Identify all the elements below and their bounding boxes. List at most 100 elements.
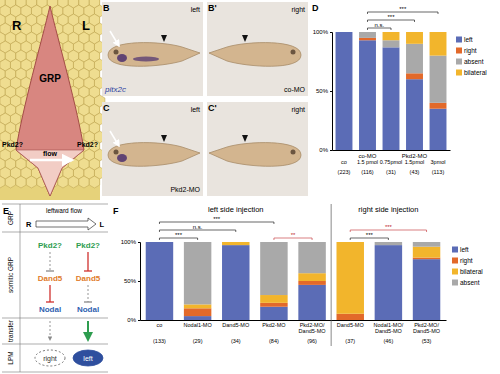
cell	[58, 176, 68, 188]
bar-segment	[375, 245, 402, 320]
cell	[89, 176, 99, 188]
count-label: (31)	[386, 169, 396, 175]
tick-label: 3pmol	[431, 159, 446, 165]
condition-label: co-MO	[284, 86, 306, 93]
bar-segment	[359, 32, 376, 38]
tick-label-line: Dand5-MO	[337, 322, 365, 328]
bar-segment	[298, 273, 325, 281]
significance-bracket	[274, 238, 312, 240]
significance-label: ***	[175, 232, 183, 238]
bar-segment	[359, 38, 376, 40]
cell	[0, 176, 5, 188]
bar-segment	[336, 32, 353, 33]
bar-segment	[430, 32, 447, 56]
tick-label: 50%	[124, 278, 137, 284]
tick-label: 50%	[316, 88, 329, 94]
bar-segment	[298, 281, 325, 285]
tick-label: co	[341, 159, 347, 165]
embryo-eye	[291, 50, 296, 55]
plot-area	[146, 242, 441, 320]
tick-label: Pkd2-MO	[262, 322, 286, 328]
bar-segment	[260, 295, 287, 303]
legend-swatch	[456, 59, 462, 65]
significance-bracket	[159, 238, 197, 240]
tick-label-line: Pkd2-MO/	[300, 322, 325, 328]
bar-segment	[184, 316, 211, 320]
panel-letter: E	[3, 206, 9, 216]
bar-segment	[430, 56, 447, 103]
bar-segment	[184, 242, 211, 304]
cell	[5, 176, 15, 188]
significance-bracket	[367, 28, 391, 30]
bar-segment	[359, 32, 376, 33]
bar-segment	[184, 308, 211, 316]
legend-label: absent	[460, 279, 480, 286]
bar-segment	[383, 32, 400, 40]
cell	[79, 176, 89, 188]
bar-segment	[260, 307, 287, 320]
bar-segment	[406, 73, 423, 79]
row-separator	[2, 372, 108, 373]
x-tick: 1.5 pmol	[357, 150, 378, 165]
y-axis: 0%50%100%	[313, 29, 333, 153]
bar-segment	[413, 242, 440, 247]
bar-segment	[406, 44, 423, 74]
photo-background	[207, 102, 308, 196]
axis-line	[330, 33, 333, 151]
plot-area	[336, 32, 447, 150]
panel-e: GRPsomitic GRPtransferLPMleftward flowRL…	[2, 204, 108, 372]
tick-label: Dand5-MO	[337, 322, 365, 328]
view-label: left	[191, 6, 200, 13]
bar-segment	[222, 242, 249, 243]
x-tick: 0.75pmol	[380, 150, 403, 165]
significance-label: n.s.	[193, 224, 203, 230]
bar-segment	[146, 242, 173, 243]
significance-bracket	[159, 222, 273, 224]
row-label: somitic GRP	[7, 257, 14, 293]
bar-segment	[406, 79, 423, 150]
panel-letters: BB'CC'DEF	[3, 3, 319, 216]
legend-label: left	[460, 246, 469, 253]
bar-segment	[336, 32, 353, 33]
arrowhead	[242, 135, 248, 142]
side-label: L	[82, 18, 90, 33]
panel-letter: B'	[208, 3, 217, 13]
tick-label-line: Nodal1-MO/	[374, 322, 404, 328]
arrowhead	[161, 35, 167, 42]
bar-segment	[336, 32, 353, 33]
bar-segment	[413, 258, 440, 260]
bar-segment	[430, 109, 447, 150]
count-label: (46)	[383, 338, 393, 344]
count-label: (116)	[361, 169, 374, 175]
transfer-arrow	[87, 321, 89, 340]
row-separator	[2, 232, 108, 233]
tick-label: co	[157, 322, 163, 328]
panels-b-c: leftpitx2crightco-MOleftPkd2-MOright	[102, 2, 308, 196]
y-tick: 100%	[121, 239, 140, 245]
x-tick: 3pmol	[431, 150, 446, 165]
axis-line	[141, 320, 447, 321]
bar-segment	[298, 242, 325, 273]
tick-label-line: co	[341, 159, 347, 165]
embryo	[209, 43, 301, 67]
flow-label: flow	[43, 150, 58, 157]
condition-label: Pkd2-MO	[170, 186, 200, 193]
tick-label: Nodal1-MO	[184, 322, 213, 328]
inhibition-bar	[84, 270, 92, 271]
count-label: (96)	[307, 338, 317, 344]
bar-segment	[413, 247, 440, 258]
x-tick: Nodal1-MO/Dand5-MO	[374, 320, 404, 334]
y-axis: 0%50%100%	[121, 239, 141, 323]
count-label: (133)	[153, 338, 166, 344]
stain	[133, 57, 159, 62]
x-tick: Pkd2-MO/Dand5-MO	[299, 320, 327, 334]
significance-bracket	[350, 230, 426, 232]
outcome-label: right	[43, 355, 57, 363]
section-separator	[331, 204, 332, 346]
legend-swatch	[456, 37, 462, 43]
inhibition-bar	[46, 270, 54, 271]
embryo	[209, 143, 301, 167]
count-label: (37)	[345, 338, 355, 344]
cell	[68, 176, 78, 188]
x-tick: Dand5-MO	[337, 320, 365, 328]
